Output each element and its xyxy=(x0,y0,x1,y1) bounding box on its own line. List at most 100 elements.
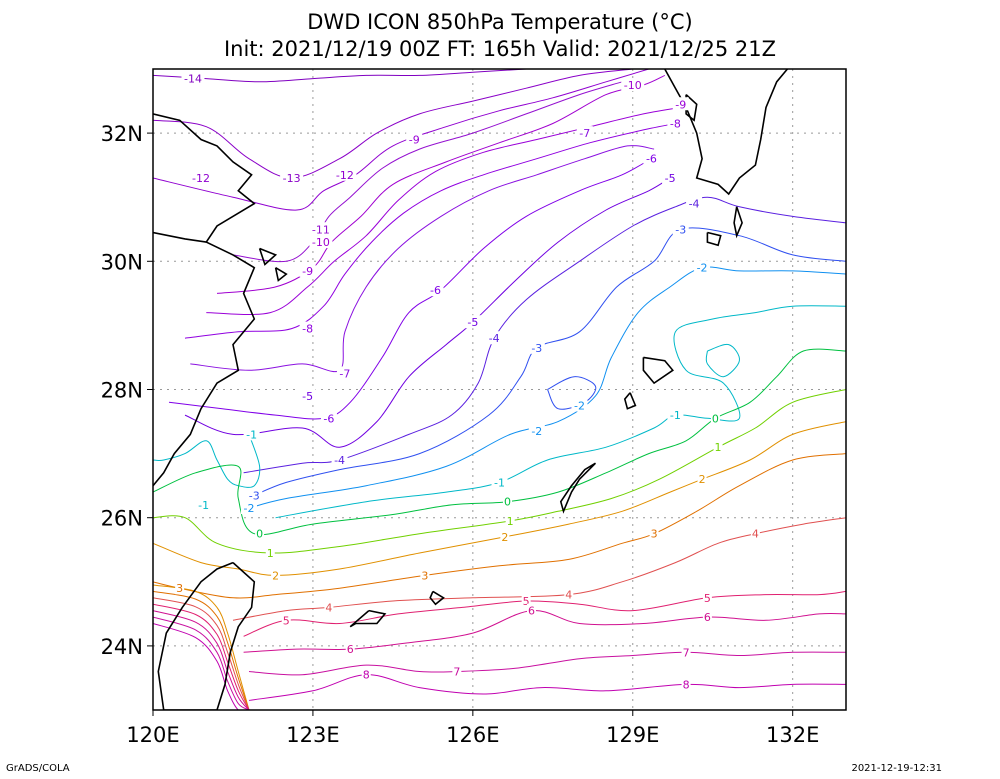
contour-label-bg xyxy=(299,321,316,335)
contour-label-bg xyxy=(427,283,444,297)
isotherm-line xyxy=(184,123,676,339)
isotherm-line xyxy=(153,603,250,710)
contour-label: -2 xyxy=(243,502,254,515)
contour-label: 2 xyxy=(272,569,279,582)
isotherm-line xyxy=(153,421,846,576)
contour-label-bg xyxy=(336,366,353,380)
contour-label-bg xyxy=(526,603,536,617)
contour-label: -12 xyxy=(336,169,354,182)
contour-label: -9 xyxy=(675,98,686,111)
y-tick-label: 28N xyxy=(101,379,143,403)
contour-label: -9 xyxy=(409,134,420,147)
contour-label: 2 xyxy=(699,473,706,486)
isotherm-line xyxy=(153,69,633,179)
coastline xyxy=(559,462,597,514)
contour-label: 6 xyxy=(704,611,711,624)
isotherm-line xyxy=(153,584,250,710)
contour-label-bg xyxy=(309,235,333,249)
isotherm-line xyxy=(275,305,846,519)
contour-label-bg xyxy=(265,545,275,559)
y-tick-label: 24N xyxy=(101,635,143,659)
contour-label-bg xyxy=(320,411,337,425)
contour-label-bg xyxy=(406,132,423,146)
contour-label-bg xyxy=(662,170,679,184)
isotherm-line xyxy=(153,389,846,554)
isotherm-line xyxy=(168,158,652,420)
coastline xyxy=(429,590,445,606)
isotherm-line xyxy=(153,623,249,710)
contour-label-bg xyxy=(643,151,660,165)
contour-label: -2 xyxy=(697,262,708,275)
isotherm-line xyxy=(243,196,846,474)
contour-label-bg xyxy=(571,398,588,412)
contour-label: 3 xyxy=(421,569,428,582)
isotherm-line xyxy=(153,69,649,211)
contour-label-bg xyxy=(331,453,348,467)
contour-label-bg xyxy=(621,78,645,92)
isotherm-line xyxy=(243,590,846,637)
temperature-contours xyxy=(153,69,846,710)
isotherm-line xyxy=(206,107,681,316)
contour-label: -3 xyxy=(531,342,542,355)
contour-label: -5 xyxy=(302,390,313,403)
isotherm-line xyxy=(254,227,846,496)
contour-label: -4 xyxy=(689,198,700,211)
isotherm-line xyxy=(547,376,597,410)
contour-label-bg xyxy=(667,116,684,130)
contour-label: 7 xyxy=(453,666,460,679)
x-axis: 120E 123E 126E 129E 132E xyxy=(126,710,819,747)
isotherm-line xyxy=(248,651,846,676)
coastline xyxy=(733,206,743,239)
coastline xyxy=(664,69,789,196)
lat-lon-grid xyxy=(153,69,846,710)
isotherm-line xyxy=(248,674,846,701)
contour-label-bg xyxy=(528,340,545,354)
coastline xyxy=(642,356,674,385)
contour-label-bg xyxy=(243,427,260,441)
coastlines xyxy=(153,69,789,710)
isotherm-line xyxy=(705,343,740,378)
contour-label: -1 xyxy=(198,499,209,512)
coastline xyxy=(153,113,256,487)
coastline xyxy=(349,609,387,628)
contour-label: -5 xyxy=(665,172,676,185)
isotherm-line xyxy=(153,616,250,710)
x-tick-label: 132E xyxy=(766,723,819,747)
x-tick-label: 123E xyxy=(286,723,339,747)
contour-label-bg xyxy=(672,97,689,111)
contour-label-bg xyxy=(672,222,689,236)
x-tick-label: 126E xyxy=(446,723,499,747)
contour-label: -3 xyxy=(675,223,686,236)
contour-label: -4 xyxy=(334,454,345,467)
contour-label-bg xyxy=(486,331,503,345)
contour-label: 5 xyxy=(704,592,711,605)
coastline xyxy=(258,247,278,266)
y-tick-label: 30N xyxy=(101,250,143,274)
footer-credit: GrADS/COLA xyxy=(6,763,70,774)
coastline xyxy=(153,231,207,243)
contour-label-bg xyxy=(345,642,355,656)
contour-label-bg xyxy=(281,613,291,627)
isotherm-line xyxy=(153,597,250,710)
contour-label: 8 xyxy=(683,678,690,691)
contour-label-bg xyxy=(713,440,723,454)
contour-label: -2 xyxy=(574,400,585,413)
contour-label-bg xyxy=(452,664,462,678)
contour-label-bg xyxy=(649,526,659,540)
isotherm-line xyxy=(153,434,261,488)
contour-label: 6 xyxy=(347,643,354,656)
contour-label: 4 xyxy=(565,589,572,602)
contour-label-bg xyxy=(464,315,481,329)
contour-label: -2 xyxy=(531,425,542,438)
contour-label-bg xyxy=(686,196,703,210)
contour-label: -11 xyxy=(312,223,330,236)
coastline xyxy=(157,561,256,710)
coastline xyxy=(706,231,722,247)
contour-label-bg xyxy=(500,529,510,543)
contour-label-bg xyxy=(246,488,263,502)
contour-label: -3 xyxy=(249,489,260,502)
contour-label-bg xyxy=(702,590,712,604)
contour-label: 3 xyxy=(651,528,658,541)
map-title: DWD ICON 850hPa Temperature (°C) xyxy=(307,10,693,34)
